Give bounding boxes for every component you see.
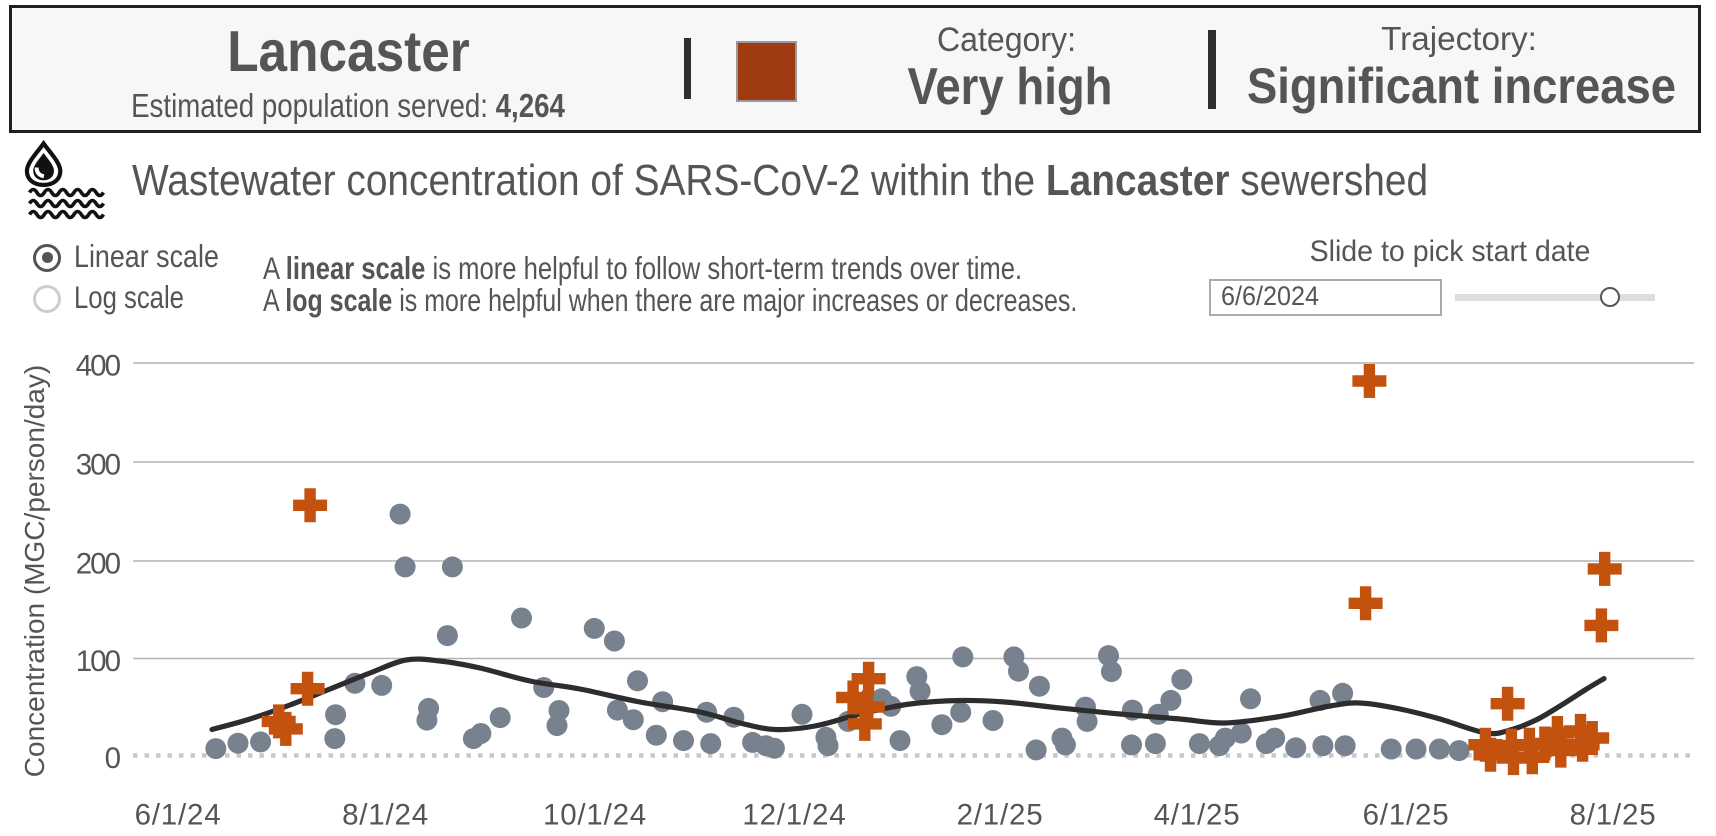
svg-text:0: 0 <box>105 742 121 775</box>
svg-text:2/1/25: 2/1/25 <box>957 799 1044 832</box>
svg-text:Concentration (MGC/person/day): Concentration (MGC/person/day) <box>19 365 50 777</box>
svg-text:400: 400 <box>76 350 121 383</box>
svg-text:100: 100 <box>76 645 121 678</box>
svg-text:8/1/25: 8/1/25 <box>1570 799 1657 832</box>
svg-text:6/1/25: 6/1/25 <box>1363 799 1450 832</box>
svg-text:4/1/25: 4/1/25 <box>1154 799 1241 832</box>
svg-text:12/1/24: 12/1/24 <box>742 799 846 832</box>
svg-text:6/1/24: 6/1/24 <box>135 799 222 832</box>
svg-text:200: 200 <box>76 548 121 581</box>
svg-text:10/1/24: 10/1/24 <box>543 799 647 832</box>
svg-text:8/1/24: 8/1/24 <box>342 799 429 832</box>
svg-text:300: 300 <box>76 449 121 482</box>
